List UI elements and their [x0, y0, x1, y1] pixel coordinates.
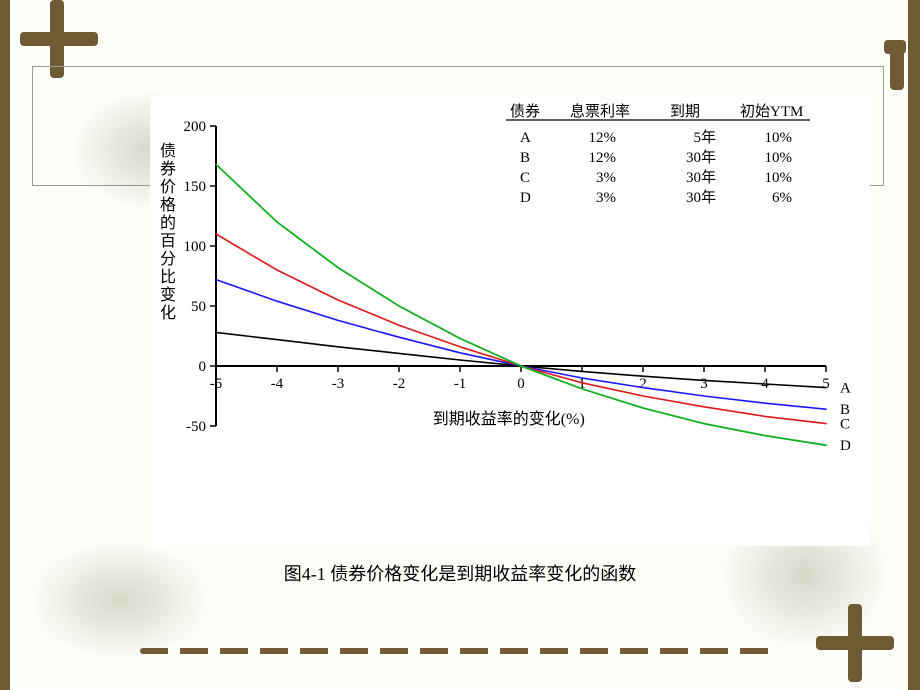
- figure-caption-text: 图4-1 债券价格变化是到期收益率变化的函数: [284, 564, 637, 584]
- series-label-C: C: [840, 417, 850, 433]
- legend-cell: D: [520, 190, 531, 206]
- bottom-dash-divider: [140, 648, 780, 654]
- bond-price-chart: -50050100150200-5-4-3-2-1012345ABCD债券价格的…: [150, 96, 870, 546]
- legend-header: 初始YTM: [740, 103, 803, 120]
- y-tick-label: 150: [184, 179, 207, 195]
- y-axis-label-char: 化: [160, 304, 176, 322]
- series-label-D: D: [840, 438, 851, 454]
- legend-cell: B: [520, 150, 530, 166]
- y-tick-label: 0: [199, 359, 207, 375]
- legend-cell: 5年: [693, 129, 716, 146]
- legend-cell: 12%: [589, 130, 617, 146]
- y-axis-label-char: 价: [160, 179, 176, 196]
- y-axis-label-char: 的: [160, 214, 176, 232]
- legend-cell: 30年: [686, 149, 716, 166]
- x-tick-label: -2: [393, 376, 406, 392]
- figure-caption: 图4-1 债券价格变化是到期收益率变化的函数: [0, 560, 920, 586]
- y-axis-label-char: 分: [160, 250, 176, 268]
- legend-cell: 3%: [596, 190, 616, 206]
- legend-cell: 10%: [765, 150, 793, 166]
- x-tick-label: -1: [454, 376, 467, 392]
- legend-cell: 10%: [765, 170, 793, 186]
- legend-header: 到期: [670, 103, 700, 120]
- y-axis-label-char: 变: [160, 286, 176, 304]
- legend-cell: A: [520, 130, 531, 146]
- y-tick-label: 200: [184, 119, 207, 135]
- chart-panel: -50050100150200-5-4-3-2-1012345ABCD债券价格的…: [150, 96, 870, 546]
- y-tick-label: -50: [186, 419, 206, 435]
- y-axis-label-char: 券: [160, 160, 176, 178]
- x-tick-label: 3: [700, 376, 708, 392]
- x-axis-label: 到期收益率的变化(%): [433, 410, 585, 428]
- x-tick-label: 0: [517, 376, 525, 392]
- x-tick-label: -3: [332, 376, 345, 392]
- slide-page: -50050100150200-5-4-3-2-1012345ABCD债券价格的…: [0, 0, 920, 690]
- x-tick-label: -5: [210, 376, 223, 392]
- legend-cell: 30年: [686, 169, 716, 186]
- legend-header: 息票利率: [570, 103, 630, 120]
- legend-cell: 3%: [596, 170, 616, 186]
- legend-cell: 30年: [686, 189, 716, 206]
- y-axis-label-char: 百: [160, 233, 176, 250]
- y-tick-label: 100: [184, 239, 207, 255]
- edge-left: [0, 0, 10, 690]
- legend-cell: 6%: [772, 190, 792, 206]
- edge-right: [908, 0, 920, 690]
- y-axis-label-char: 债: [160, 142, 176, 160]
- series-D: [216, 164, 826, 445]
- x-tick-label: -4: [271, 376, 284, 392]
- series-C: [216, 234, 826, 424]
- series-label-A: A: [840, 381, 851, 397]
- leaf-wash-2: [30, 540, 210, 660]
- legend-header: 债券: [510, 103, 540, 120]
- legend-cell: 10%: [765, 130, 793, 146]
- y-tick-label: 50: [191, 299, 206, 315]
- legend-cell: C: [520, 170, 530, 186]
- y-axis-label-char: 比: [160, 268, 176, 286]
- x-tick-label: 2: [639, 376, 647, 392]
- x-tick-label: 5: [822, 376, 830, 392]
- legend-cell: 12%: [589, 150, 617, 166]
- y-axis-label-char: 格: [160, 196, 176, 214]
